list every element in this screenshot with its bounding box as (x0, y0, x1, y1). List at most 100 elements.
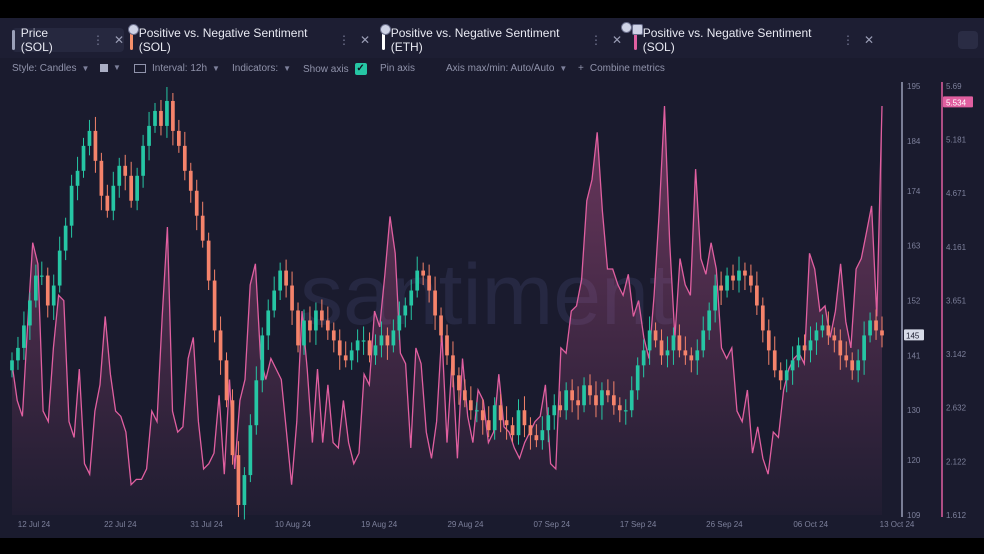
show-axis-toggle[interactable]: Show axis ✓ (303, 63, 367, 75)
chevron-down-icon: ▼ (113, 63, 121, 72)
price-axis-tick: 163 (907, 242, 921, 251)
x-axis-tick: 12 Jul 24 (18, 520, 51, 529)
price-candle (498, 394, 503, 433)
price-sentiment-chart[interactable]: santiment 1951841741631521411301201095.6… (0, 18, 984, 538)
pin-icon[interactable] (621, 22, 632, 33)
price-candle (284, 259, 288, 298)
price-candle (278, 262, 282, 301)
price-axis-tick: 109 (907, 511, 921, 520)
current-sentiment-badge: 5.534 (943, 96, 973, 108)
price-candle (260, 327, 265, 393)
price-candle (820, 314, 825, 338)
close-icon[interactable]: ✕ (113, 33, 124, 47)
checkbox-checked-icon[interactable]: ✓ (354, 63, 367, 75)
svg-text:145: 145 (906, 331, 920, 340)
close-icon[interactable]: ✕ (863, 33, 874, 47)
x-axis-tick: 07 Sep 24 (534, 520, 571, 529)
tab-sentiment-sol[interactable]: Positive vs. Negative Sentiment (SOL) ⋮ … (130, 26, 370, 54)
price-candle (177, 119, 181, 153)
sentiment-axis-tick: 5.181 (946, 136, 967, 145)
price-candle (683, 336, 688, 365)
x-axis-tick: 31 Jul 24 (190, 520, 223, 529)
price-candle (701, 316, 706, 358)
price-candle (421, 262, 426, 286)
tab-color-marker (12, 30, 15, 50)
x-axis-tick: 10 Aug 24 (275, 520, 312, 529)
sentiment-axis-tick: 5.69 (946, 82, 962, 91)
sentiment-series-line (11, 105, 883, 487)
tab-label: Positive vs. Negative Sentiment (SOL) (642, 26, 812, 54)
current-price-badge: 145 (904, 329, 924, 341)
price-candle (474, 402, 479, 423)
tab-sentiment-eth[interactable]: Positive vs. Negative Sentiment (ETH) ⋮ … (382, 26, 622, 54)
price-candle (880, 316, 884, 348)
price-candle (856, 349, 861, 383)
combine-metrics-label: Combine metrics (589, 63, 665, 74)
price-candle (623, 399, 628, 425)
price-candle (558, 391, 563, 418)
combine-metrics-button[interactable]: + Combine metrics (578, 63, 665, 74)
close-icon[interactable]: ✕ (611, 33, 622, 47)
price-candle (647, 316, 652, 365)
price-candle (135, 167, 139, 211)
price-candle (653, 322, 658, 348)
price-candle (182, 131, 187, 181)
price-candle (117, 157, 122, 198)
price-candle (778, 362, 783, 390)
price-candle (492, 397, 497, 440)
price-candle (671, 327, 676, 365)
show-axis-label: Show axis (303, 63, 349, 75)
price-candle (802, 334, 807, 360)
price-candle (588, 374, 592, 405)
price-candle (28, 292, 32, 340)
price-candle (743, 262, 747, 291)
price-candle (546, 407, 551, 443)
price-candle (659, 329, 664, 365)
pin-axis-toggle[interactable]: Pin axis (380, 63, 415, 74)
sentiment-axis-tick: 2.122 (946, 457, 967, 466)
axis-minmax-dropdown[interactable]: Axis max/min: Auto/Auto ▼ (446, 63, 567, 74)
price-candle (153, 102, 157, 133)
price-candle (844, 341, 849, 368)
pin-icon[interactable] (128, 24, 139, 35)
price-candle (242, 467, 247, 520)
interval-label: Interval: 12h (152, 63, 208, 74)
price-candle (790, 346, 795, 385)
tab-label: Positive vs. Negative Sentiment (ETH) (390, 26, 560, 54)
chevron-down-icon: ▼ (559, 64, 568, 73)
price-axis-tick: 184 (907, 137, 921, 146)
price-candle (463, 379, 467, 408)
indicators-label: Indicators: (232, 63, 279, 74)
price-candle (99, 152, 104, 211)
price-candle (468, 386, 473, 420)
kebab-menu-icon[interactable]: ⋮ (91, 33, 104, 47)
close-icon[interactable]: ✕ (359, 33, 370, 47)
price-candle (236, 441, 241, 517)
kebab-menu-icon[interactable]: ⋮ (337, 33, 350, 47)
price-candle (808, 326, 813, 363)
interval-dropdown[interactable]: Interval: 12h ▼ (134, 63, 220, 74)
price-candle (695, 339, 700, 375)
tab-sentiment-sol-2[interactable]: Positive vs. Negative Sentiment (SOL) ⋮ … (634, 26, 874, 54)
indicators-dropdown[interactable]: Indicators: ▼ (232, 63, 291, 74)
color-picker[interactable]: ▼ (100, 63, 121, 72)
price-candle (570, 379, 574, 413)
pin-icon[interactable] (380, 24, 391, 35)
kebab-menu-icon[interactable]: ⋮ (841, 33, 854, 47)
price-candle (534, 424, 539, 448)
price-candle (719, 271, 723, 305)
sidebar-toggle-button[interactable] (958, 31, 978, 49)
price-candle (194, 179, 199, 231)
kebab-menu-icon[interactable]: ⋮ (589, 33, 602, 47)
price-candle (755, 271, 759, 315)
price-candle (707, 302, 712, 340)
tab-price-sol[interactable]: Price (SOL) ⋮ ✕ (12, 26, 124, 54)
style-dropdown[interactable]: Style: Candles ▼ (12, 63, 89, 74)
price-axis-tick: 195 (907, 82, 921, 91)
sentiment-axis-tick: 4.161 (946, 243, 967, 252)
price-candle (874, 309, 878, 340)
x-axis-tick: 17 Sep 24 (620, 520, 657, 529)
x-axis-tick: 22 Jul 24 (104, 520, 137, 529)
lock-icon[interactable] (632, 24, 643, 35)
price-candle (206, 232, 211, 291)
